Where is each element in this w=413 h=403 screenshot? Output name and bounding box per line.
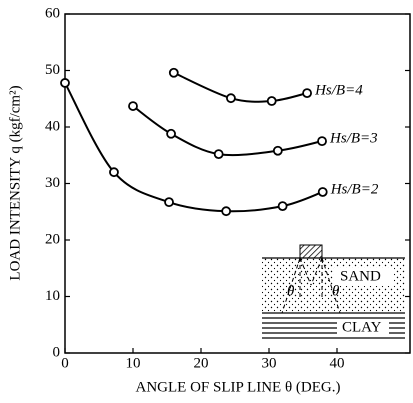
x-tick-label: 40 [330, 355, 345, 371]
data-point [166, 128, 176, 139]
x-tick-label: 20 [194, 355, 209, 371]
y-tick-label: 0 [53, 344, 61, 360]
data-line [132, 105, 323, 157]
data-point [226, 93, 236, 104]
data-point [302, 88, 312, 98]
data-point [266, 96, 277, 106]
y-axis-label: LOAD INTENSITY q (kgf/cm²) [7, 85, 23, 280]
inset-diagram: SAND CLAY θ θ [262, 244, 405, 339]
data-point [277, 201, 288, 212]
data-point [213, 149, 224, 160]
y-tick-label: 20 [45, 231, 60, 247]
y-tick-label: 60 [45, 5, 60, 21]
y-tick-label: 50 [45, 62, 60, 78]
series-label: Hs/B=3 [329, 131, 378, 147]
x-axis-label: ANGLE OF SLIP LINE θ (DEG.) [136, 379, 341, 395]
y-tick-label: 40 [45, 118, 60, 134]
x-tick-label: 10 [126, 355, 141, 371]
clay-label-bg [337, 319, 389, 337]
x-tick-label: 30 [262, 355, 277, 371]
y-tick-label: 30 [45, 175, 60, 191]
data-point [164, 197, 174, 208]
series-label: Hs/B=4 [314, 83, 363, 99]
data-line [173, 71, 308, 103]
data-point [168, 67, 179, 78]
data-point [317, 136, 327, 147]
y-tick-label: 10 [45, 288, 60, 304]
sand-label-bg [334, 268, 394, 286]
theta-label: θ [332, 283, 340, 299]
sand-label: SAND [340, 268, 381, 284]
data-point [128, 101, 138, 111]
data-point [272, 145, 283, 156]
data-point [109, 167, 119, 178]
data-point [60, 78, 70, 88]
theta-label: θ [287, 283, 295, 299]
footing [299, 244, 323, 259]
x-tick-label: 0 [61, 355, 69, 371]
data-point [221, 206, 232, 217]
data-point [317, 187, 328, 197]
series-label: Hs/B=2 [330, 181, 379, 197]
clay-label: CLAY [342, 319, 382, 335]
